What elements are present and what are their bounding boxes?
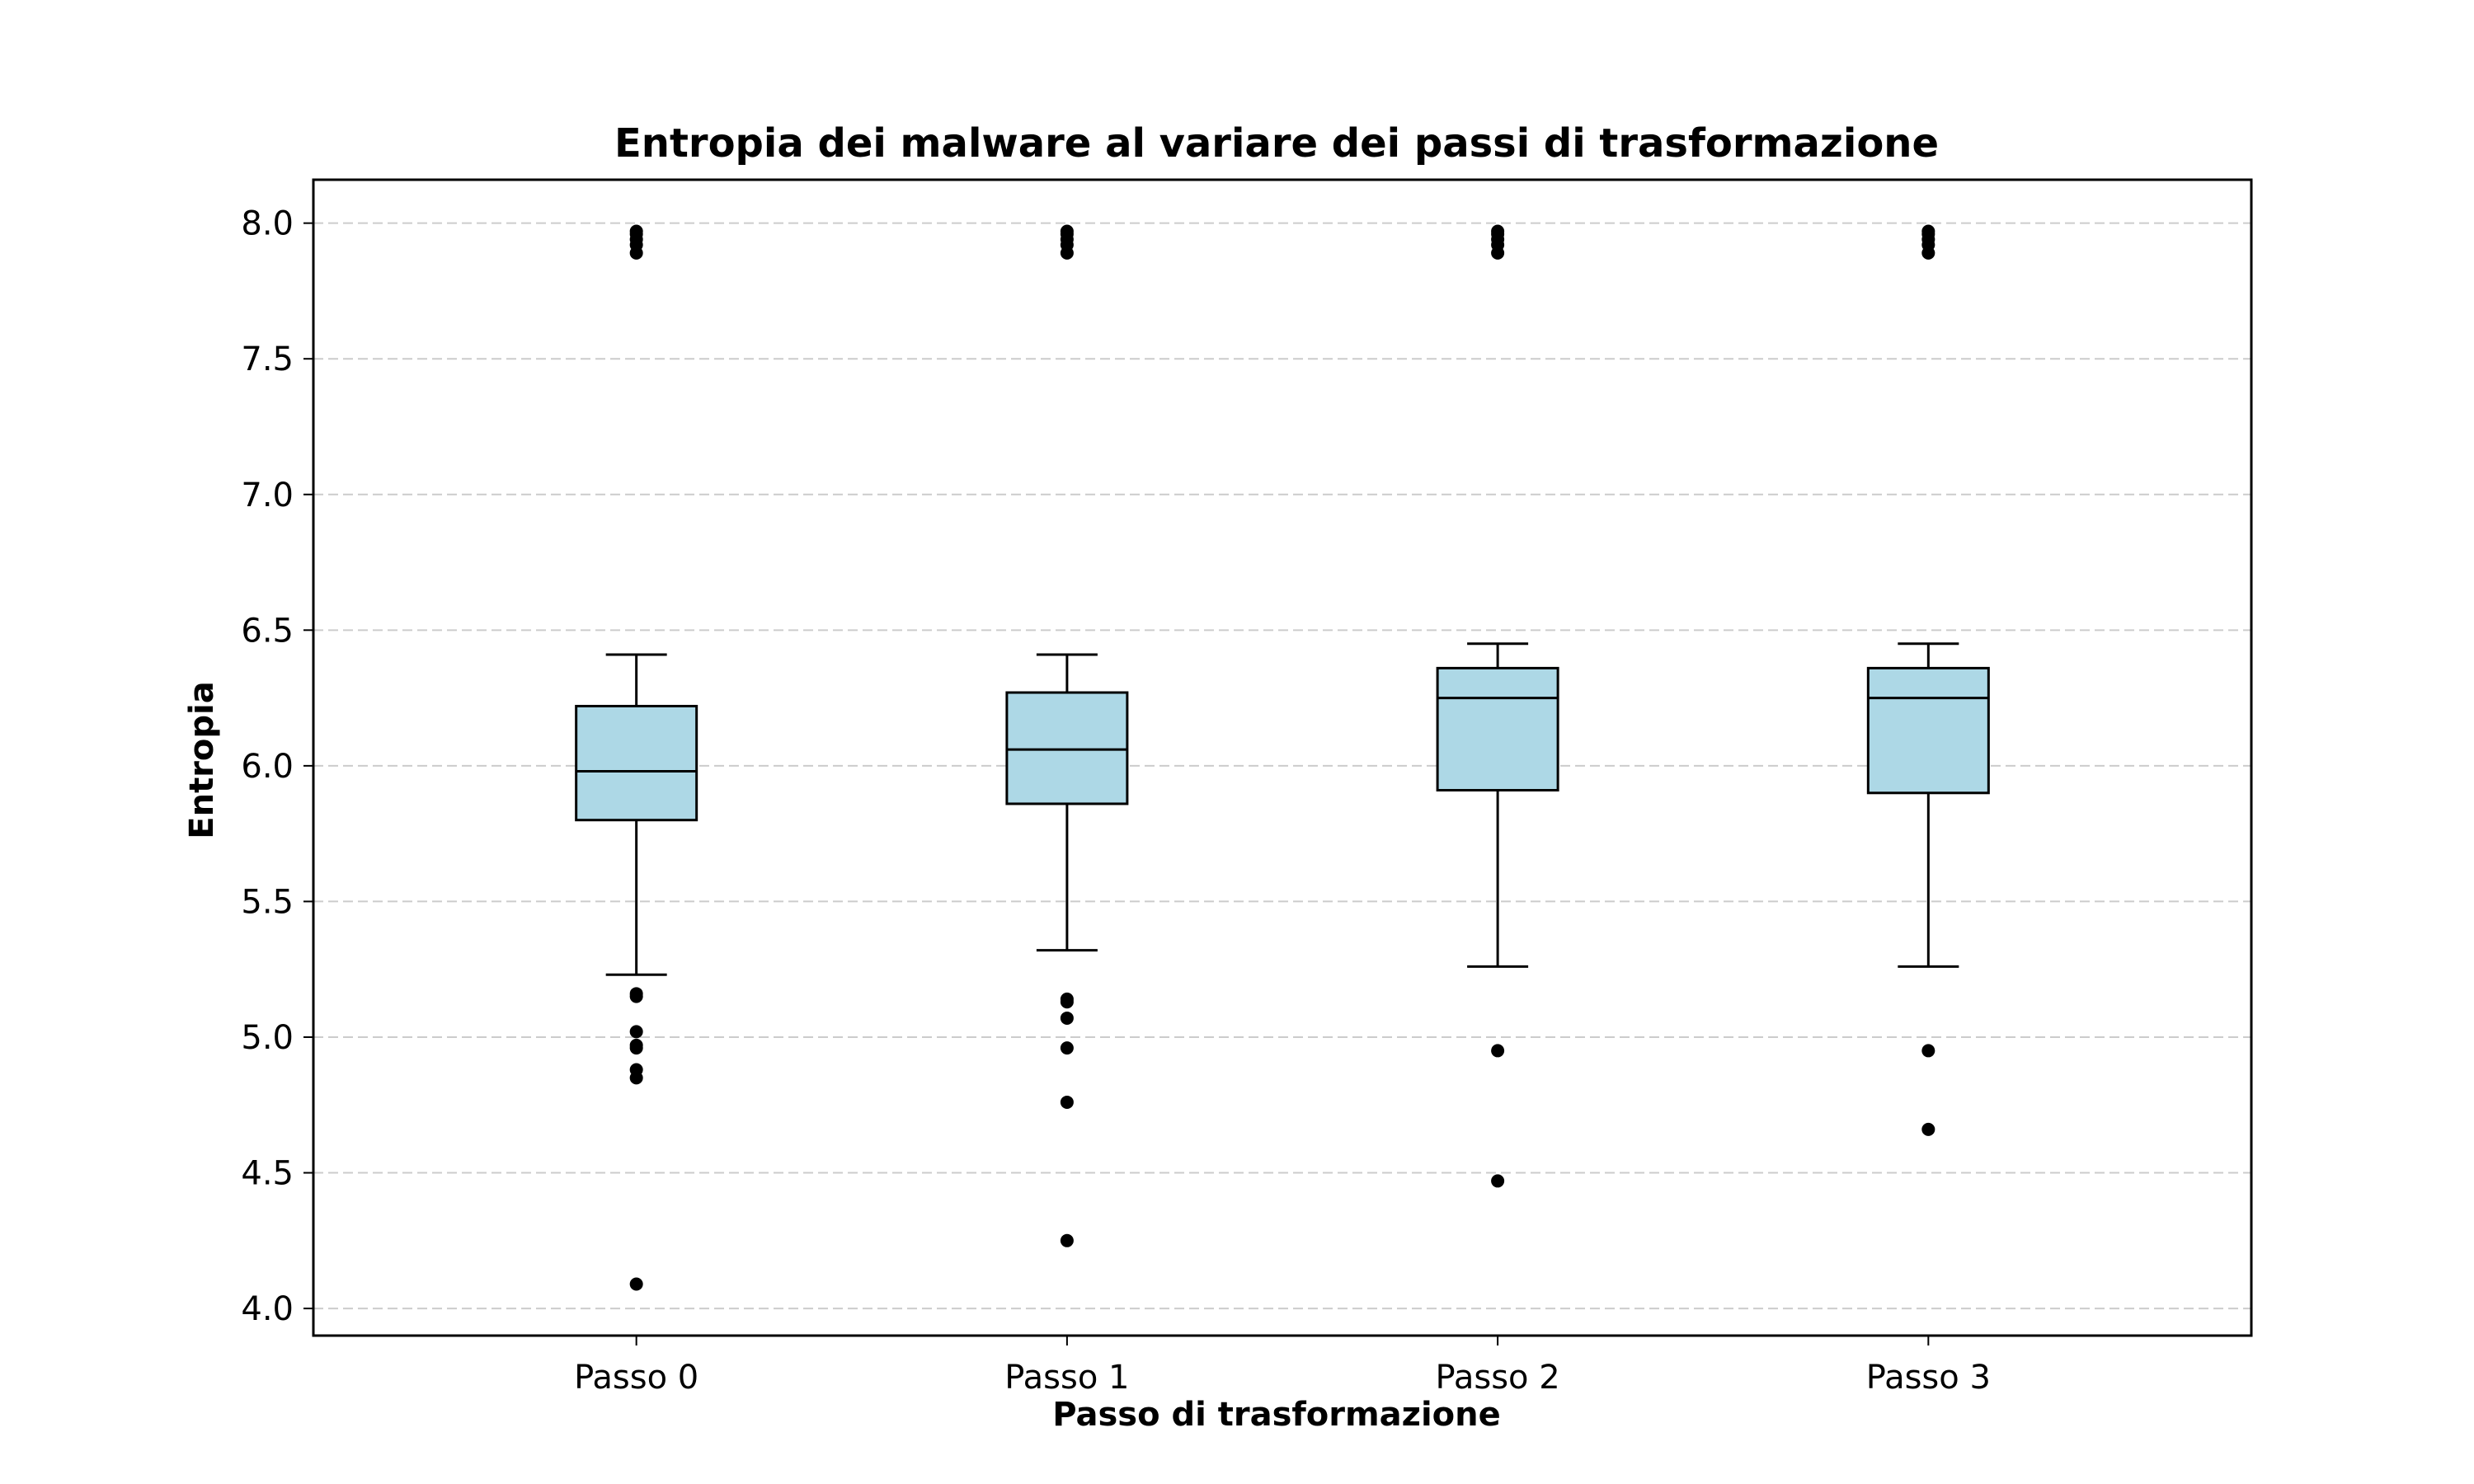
outlier-point <box>1921 1044 1935 1058</box>
x-tick-label: Passo 1 <box>1004 1359 1129 1397</box>
y-axis-label: Entropia <box>183 681 221 838</box>
x-tick-label: Passo 0 <box>574 1359 698 1397</box>
y-tick-label: 8.0 <box>241 205 294 243</box>
outlier-point <box>1921 1122 1935 1136</box>
x-axis-ticks: Passo 0 Passo 1 Passo 2 Passo 3 <box>574 1336 1991 1397</box>
chart-title: Entropia dei malware al variare dei pass… <box>614 120 1939 167</box>
outlier-point <box>1491 1174 1505 1188</box>
outlier-point <box>629 1025 643 1039</box>
x-axis-label: Passo di trasformazione <box>1052 1396 1501 1434</box>
y-tick-label: 4.5 <box>241 1155 294 1193</box>
outlier-point <box>1060 1233 1074 1247</box>
y-tick-label: 6.5 <box>241 612 294 650</box>
outlier-point <box>1491 246 1505 260</box>
box-iqr <box>1436 666 1559 791</box>
y-tick-label: 5.5 <box>241 883 294 921</box>
y-axis-ticks: 4.0 4.5 5.0 5.5 6.0 6.5 7.0 7.5 8.0 <box>241 205 313 1328</box>
outlier-point <box>629 989 643 1003</box>
outlier-point <box>1060 1041 1074 1055</box>
outlier-point <box>1921 246 1935 260</box>
outlier-point <box>1060 246 1074 260</box>
box-group <box>575 642 1990 976</box>
outlier-point <box>629 246 643 260</box>
outlier-point <box>629 1071 643 1085</box>
box-iqr <box>1866 666 1990 795</box>
plot-frame <box>312 178 2253 1337</box>
y-tick-label: 7.0 <box>241 477 294 514</box>
y-tick-label: 6.0 <box>241 748 294 786</box>
outlier-point <box>1491 1044 1505 1058</box>
y-tick-label: 5.0 <box>241 1019 294 1057</box>
box-iqr <box>1005 691 1129 805</box>
box-iqr <box>575 704 698 822</box>
outlier-point <box>1060 995 1074 1009</box>
outlier-point <box>1060 1011 1074 1025</box>
outlier-point <box>1060 1095 1074 1109</box>
x-tick-label: Passo 3 <box>1866 1359 1991 1397</box>
grid-lines <box>313 222 2251 1310</box>
outlier-point <box>629 1277 643 1291</box>
outlier-group <box>629 224 1935 1291</box>
y-tick-label: 4.0 <box>241 1290 294 1328</box>
x-tick-label: Passo 2 <box>1436 1359 1560 1397</box>
outlier-point <box>629 1041 643 1055</box>
y-tick-label: 7.5 <box>241 340 294 378</box>
